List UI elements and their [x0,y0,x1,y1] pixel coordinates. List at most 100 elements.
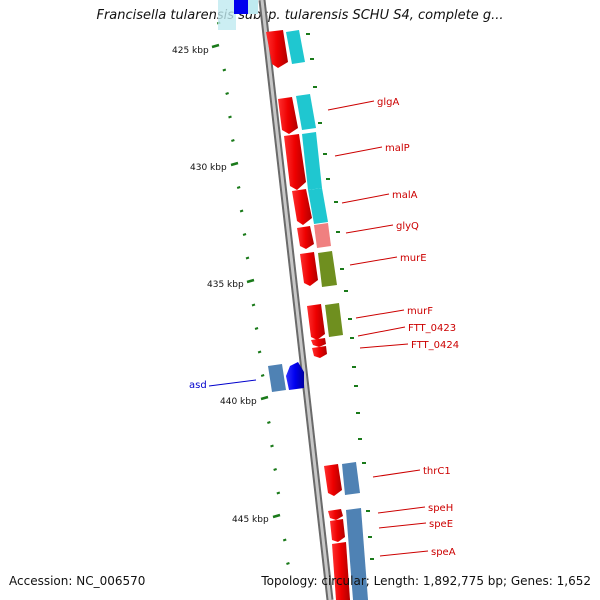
tick-label-445: 445 kbp [232,515,269,525]
track-dot [356,412,360,414]
cds-feature[interactable] [297,226,314,249]
major-tick-430: 430 kbp [190,161,239,173]
gene-label-FTT_0423[interactable]: FTT_0423 [408,323,456,334]
minor-tick [267,421,271,424]
tick-label-440: 440 kbp [220,397,257,407]
gene-label-murF[interactable]: murF [407,306,433,317]
gene-speA[interactable]: speA [379,547,456,558]
cog-block[interactable] [308,188,328,224]
minor-tick [225,92,229,95]
minor-tick [245,256,250,260]
gene-speE[interactable]: speE [378,519,453,530]
track-dot [313,86,317,88]
track-dot [334,201,338,203]
gene-label-malA[interactable]: malA [392,190,418,201]
gene-murF[interactable]: murF [355,306,433,319]
cds-feature[interactable] [332,542,350,600]
minor-tick [260,374,265,377]
gene-label-speA[interactable]: speA [431,547,456,558]
cds-feature[interactable] [307,304,325,340]
gene-label-asd[interactable]: asd [189,380,207,391]
gene-labels: glgA malP malA glyQ murE murF FTT_0423 [189,97,459,558]
tick-label-425: 425 kbp [172,46,209,56]
minor-tick [254,327,259,330]
minor-tick [276,491,281,495]
track-dot [368,536,372,538]
cog-track-dots [306,33,374,560]
track-dot [326,178,330,180]
gene-malP[interactable]: malP [334,143,410,157]
minor-tick [251,303,256,307]
minor-ticks [216,21,290,565]
track-dot [340,268,344,270]
track-dot [310,58,314,60]
gene-glyQ[interactable]: glyQ [345,221,419,234]
cds-feature[interactable] [311,338,326,347]
cds-top-partial[interactable] [218,0,258,30]
major-tick-425: 425 kbp [172,43,220,56]
gene-label-malP[interactable]: malP [385,143,410,154]
cds-feature[interactable] [328,509,343,520]
cog-block[interactable] [314,223,331,248]
track-dot [370,558,374,560]
minor-tick [286,562,290,565]
cds-feature[interactable] [284,134,306,190]
minor-tick [242,233,247,236]
gene-label-thrC1[interactable]: thrC1 [423,466,451,477]
track-dot [358,438,362,440]
cds-feature[interactable] [266,30,288,68]
cog-block[interactable] [342,462,360,495]
gene-label-speE[interactable]: speE [429,519,453,530]
gene-speH[interactable]: speH [377,503,453,514]
cds-feature[interactable] [312,346,327,358]
cog-block[interactable] [346,508,368,600]
minor-tick [222,68,227,72]
tick-label-430: 430 kbp [190,163,227,173]
map-title: Francisella tularensis subsp. tularensis… [96,8,504,23]
major-tick-435: 435 kbp [207,278,255,290]
major-tick-440: 440 kbp [220,395,269,407]
gene-label-glyQ[interactable]: glyQ [396,221,419,232]
cds-feature[interactable] [324,464,342,496]
minor-tick [273,468,277,471]
cds-feature[interactable] [330,519,345,542]
cds-feature[interactable] [278,97,298,134]
cog-block[interactable] [325,303,343,337]
cds-feature[interactable] [300,252,318,286]
gene-label-speH[interactable]: speH [428,503,453,514]
track-dot [366,510,370,512]
track-dot [348,318,352,320]
track-dot [352,366,356,368]
gene-malA[interactable]: malA [341,190,418,204]
gene-murE[interactable]: murE [349,253,427,266]
cog-block[interactable] [318,251,337,287]
cog-block[interactable] [302,132,322,190]
track-dot [336,231,340,233]
track-dot [323,153,327,155]
minor-tick [228,115,232,119]
gene-thrC1[interactable]: thrC1 [372,466,451,478]
gene-label-murE[interactable]: murE [400,253,427,264]
tick-label-435: 435 kbp [207,280,244,290]
gene-FTT_0424[interactable]: FTT_0424 [359,340,459,351]
cog-block[interactable] [268,364,286,392]
gene-glgA[interactable]: glgA [327,97,399,111]
cds-forward-track [266,30,350,600]
cds-reverse-track [286,362,304,390]
gene-label-glgA[interactable]: glgA [377,97,399,108]
cds-feature[interactable] [292,189,312,225]
minor-tick [236,186,241,189]
genome-backbone [258,0,334,600]
track-dot [362,462,366,464]
gene-asd[interactable]: asd [189,379,257,391]
cog-block[interactable] [296,94,316,130]
gene-label-FTT_0424[interactable]: FTT_0424 [411,340,459,351]
cog-block[interactable] [286,30,305,64]
topology-text: Topology: circular; Length: 1,892,775 bp… [261,574,591,588]
cds-feature-asd[interactable] [286,362,304,390]
minor-tick [270,444,274,448]
track-dot [350,337,354,339]
minor-tick [282,538,287,542]
gene-FTT_0423[interactable]: FTT_0423 [357,323,456,337]
